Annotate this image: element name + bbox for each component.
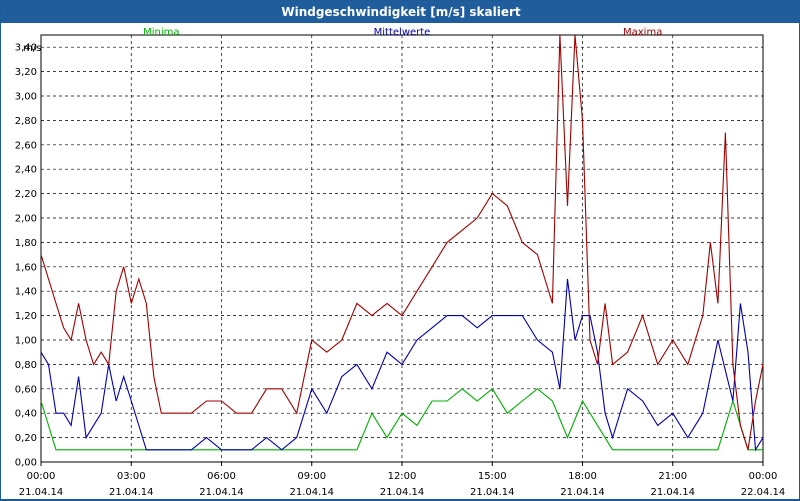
x-tick-time-label: 21:00 — [658, 471, 687, 482]
x-tick-date-label: 21.04.14 — [109, 487, 154, 498]
axes — [40, 34, 764, 466]
y-tick-label: 2,40 — [15, 165, 37, 176]
y-tick-label: 1,80 — [15, 238, 37, 249]
y-tick-label: 2,20 — [15, 189, 37, 200]
y-tick-label: 0,20 — [15, 433, 37, 444]
x-tick-time-label: 12:00 — [388, 471, 417, 482]
series-line-maxima — [40, 34, 764, 450]
y-tick-labels: 0,00 0,20 0,40 0,60 0,80 1,00 1,20 1,40 1,60 1,80… — [15, 43, 37, 469]
x-tick-labels: 00:00 21.04.14 03:00 21.04.14 06:00 21.04.14 0… — [19, 471, 786, 498]
y-tick-label: 3,20 — [15, 67, 37, 78]
x-tick-time-label: 00:00 — [27, 471, 56, 482]
grid — [41, 35, 763, 463]
y-tick-label: 2,00 — [15, 214, 37, 225]
x-tick-time-label: 15:00 — [478, 471, 507, 482]
x-tick-time-label: 03:00 — [117, 471, 146, 482]
x-tick-time-label: 00:00 — [749, 471, 778, 482]
series-line-mittelwerte — [40, 278, 764, 452]
x-tick-date-label: 21.04.14 — [560, 487, 605, 498]
y-axis-unit-label: m/s — [23, 43, 41, 54]
y-tick-label: 3,40 — [15, 43, 37, 54]
y-tick-label: 0,40 — [15, 409, 37, 420]
x-tick-date-label: 21.04.14 — [289, 487, 334, 498]
y-tick-label: 3,00 — [15, 92, 37, 103]
y-tick-label: 1,40 — [15, 287, 37, 298]
legend-item-maxima: Maxima — [623, 27, 662, 38]
x-tick-date-label: 21.04.14 — [380, 487, 425, 498]
x-tick-date-label: 21.04.14 — [470, 487, 515, 498]
x-tick-date-label: 21.04.14 — [199, 487, 244, 498]
chart-title: Windgeschwindigkeit [m/s] skaliert — [1, 1, 800, 23]
legend: Minima Mittelwerte Maxima — [143, 27, 662, 38]
x-tick-time-label: 18:00 — [568, 471, 597, 482]
x-tick-time-label: 09:00 — [297, 471, 326, 482]
y-tick-label: 0,60 — [15, 384, 37, 395]
y-tick-label: 1,60 — [15, 262, 37, 273]
x-tick-date-label: 22.04.14 — [741, 487, 786, 498]
x-tick-date-label: 21.04.14 — [19, 487, 64, 498]
y-tick-label: 2,80 — [15, 116, 37, 127]
x-tick-time-label: 06:00 — [207, 471, 236, 482]
y-tick-label: 1,00 — [15, 336, 37, 347]
legend-item-mittelwerte: Mittelwerte — [374, 27, 431, 38]
y-tick-label: 0,80 — [15, 360, 37, 371]
legend-item-minima: Minima — [143, 27, 179, 38]
y-tick-label: 0,00 — [15, 458, 37, 469]
y-tick-label: 2,60 — [15, 140, 37, 151]
plot-frame — [40, 34, 764, 463]
x-tick-date-label: 21.04.14 — [650, 487, 695, 498]
series-lines — [40, 34, 764, 452]
y-tick-label: 1,20 — [15, 311, 37, 322]
